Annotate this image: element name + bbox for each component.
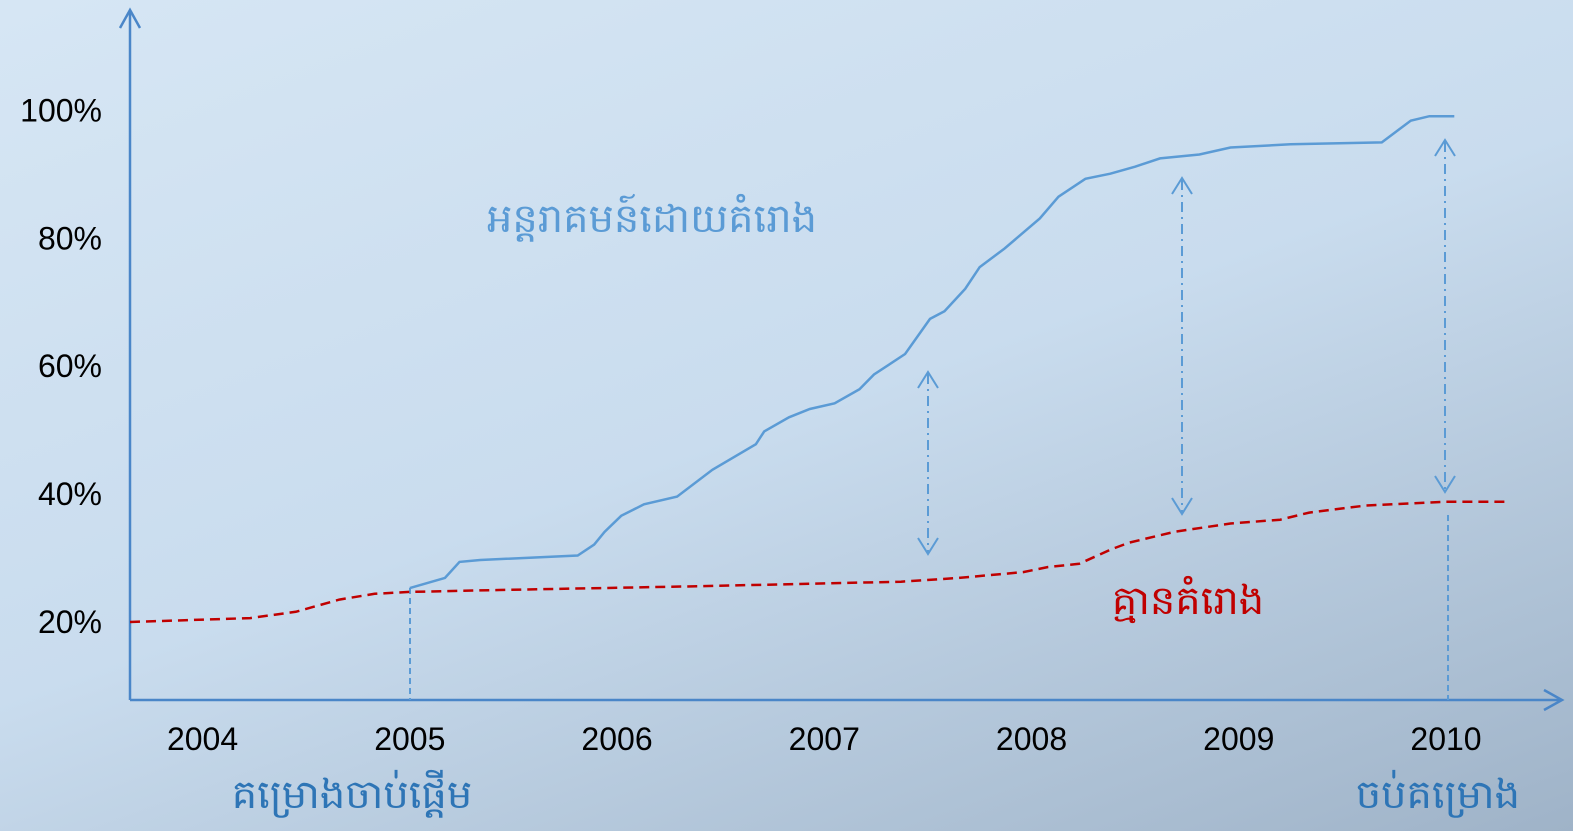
y-tick-label: 40% <box>38 476 102 512</box>
x-tick-label: 2005 <box>374 721 445 757</box>
x-tick-label: 2006 <box>581 721 652 757</box>
line <box>409 114 1455 590</box>
y-tick-label: 20% <box>38 604 102 640</box>
x-tick-label: 2004 <box>167 721 238 757</box>
axes <box>118 7 1565 712</box>
x-tick-label: 2009 <box>1203 721 1274 757</box>
annotation: ចប់គម្រោង <box>1356 769 1520 818</box>
series-label: គ្មានគំរោង <box>1112 575 1264 624</box>
x-tick-label: 2008 <box>996 721 1067 757</box>
x-tick-label: 2007 <box>789 721 860 757</box>
annotation: គម្រោងចាប់ផ្តើម <box>232 769 472 818</box>
y-tick-label: 100% <box>20 92 102 128</box>
gap-arrows <box>409 138 1456 700</box>
y-tick-label: 80% <box>38 220 102 256</box>
x-tick-label: 2010 <box>1410 721 1481 757</box>
line <box>129 500 1511 624</box>
y-tick-label: 60% <box>38 348 102 384</box>
series-label: អន្តរាគមន៍ដោយគំរោង <box>487 193 817 242</box>
